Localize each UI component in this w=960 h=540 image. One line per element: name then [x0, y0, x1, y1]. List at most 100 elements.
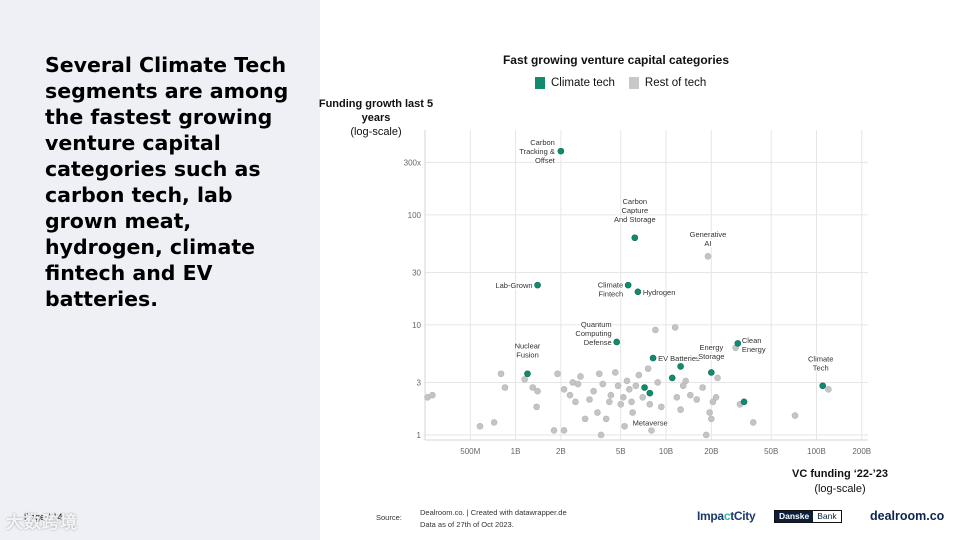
- point-label: Offset: [535, 156, 556, 165]
- y-tick-label: 1: [417, 431, 422, 440]
- rest-point: [791, 412, 799, 419]
- rest-point: [632, 382, 640, 390]
- rest-point: [550, 427, 558, 434]
- point-label: Clean: [742, 336, 762, 345]
- point-label: EV Batteries: [658, 354, 700, 363]
- point-label: Quantum: [581, 320, 612, 329]
- rest-point: [657, 403, 665, 411]
- point-label: Defense: [584, 338, 612, 347]
- source-text: Dealroom.co. | Created with datawrapper.…: [420, 507, 567, 531]
- chart-legend: Climate tech Rest of tech: [535, 77, 706, 89]
- source-label: Source:: [376, 513, 402, 522]
- point-label: Capture: [621, 206, 648, 215]
- x-axis-label-note: (log-scale): [814, 483, 866, 495]
- rest-point: [708, 415, 715, 423]
- point-label: Climate: [808, 354, 833, 363]
- point-label: Fusion: [516, 350, 539, 359]
- rest-point: [626, 386, 633, 393]
- danske-bank-logo: Danske Bank: [774, 510, 842, 523]
- impactcity-logo-a: Impa: [697, 509, 724, 523]
- rest-point: [646, 400, 654, 408]
- rest-point: [825, 386, 832, 393]
- headline: Several Climate Tech segments are among …: [45, 53, 289, 311]
- rest-point: [572, 398, 579, 406]
- x-tick-label: 5B: [616, 447, 626, 456]
- x-tick-label: 100B: [807, 447, 826, 456]
- climate-point: [631, 234, 639, 242]
- rest-point: [652, 326, 659, 334]
- left-panel: [0, 0, 320, 540]
- rest-point: [706, 409, 713, 416]
- y-tick-label: 300x: [404, 158, 421, 167]
- climate-point: [557, 147, 565, 155]
- rest-point: [617, 400, 625, 408]
- rest-point: [529, 384, 537, 391]
- rest-point: [429, 391, 436, 399]
- y-axis-label: Funding growth last 5 years (log-scale): [318, 97, 434, 139]
- rest-point: [560, 386, 568, 393]
- x-tick-label: 500M: [460, 447, 480, 456]
- point-label: Tracking &: [519, 147, 555, 156]
- rest-point: [533, 403, 540, 411]
- rest-point: [490, 419, 498, 426]
- legend-climate: Climate tech: [535, 77, 615, 89]
- point-label: Energy: [699, 343, 723, 352]
- rest-point: [614, 382, 622, 390]
- rest-points-layer: [424, 253, 832, 439]
- tick-layer: 500M 1B 2B 5B 10B 20B 50B 100B 200B 1 3 10 30 100 300x: [404, 158, 871, 456]
- point-label: Lab-Grown: [495, 281, 532, 290]
- point-label: Metaverse: [633, 419, 668, 428]
- legend-climate-label: Climate tech: [551, 77, 615, 89]
- climate-points-layer: [524, 147, 827, 406]
- climate-point: [677, 363, 684, 370]
- legend-climate-swatch: [535, 77, 545, 89]
- climate-point: [646, 389, 654, 397]
- rest-point: [671, 324, 679, 331]
- climate-point: [624, 281, 632, 289]
- impactcity-logo: ImpactCity: [697, 509, 756, 523]
- climate-point: [524, 370, 531, 378]
- y-tick-label: 10: [412, 321, 421, 330]
- rest-point: [702, 431, 710, 439]
- rest-point: [654, 379, 661, 386]
- rest-point: [623, 377, 631, 385]
- source-line-2: Data as of 27th of Oct 2023.: [420, 520, 514, 529]
- rest-point: [606, 398, 613, 406]
- point-label: Hydrogen: [643, 288, 676, 297]
- watermark: 大数跨境: [6, 513, 78, 533]
- climate-point: [668, 374, 676, 382]
- rest-point: [677, 406, 684, 413]
- rest-point: [693, 396, 701, 403]
- y-tick-label: 30: [412, 268, 421, 277]
- rest-point: [712, 393, 720, 401]
- rest-point: [602, 415, 610, 423]
- y-tick-label: 3: [417, 378, 422, 387]
- y-tick-label: 100: [408, 211, 422, 220]
- rest-point: [699, 384, 706, 391]
- rest-point: [709, 398, 717, 406]
- point-label: AI: [704, 239, 711, 248]
- rest-point: [560, 427, 568, 434]
- rest-point: [628, 398, 635, 406]
- point-label: And Storage: [614, 215, 656, 224]
- legend-rest-swatch: [628, 77, 639, 89]
- point-label: Generative: [690, 230, 727, 239]
- rest-point: [577, 373, 584, 380]
- rest-point: [566, 391, 574, 399]
- climate-point: [734, 340, 742, 347]
- rest-point: [521, 376, 529, 383]
- legend-rest: Rest of tech: [628, 77, 706, 89]
- rest-point: [554, 370, 561, 378]
- x-tick-label: 10B: [659, 447, 673, 456]
- climate-point: [740, 398, 748, 406]
- point-label: Computing: [575, 329, 611, 338]
- x-tick-label: 2B: [556, 447, 566, 456]
- rest-point: [620, 393, 627, 401]
- x-axis-label-bold: VC funding ‘22-’23: [792, 468, 888, 480]
- rest-point: [594, 409, 601, 416]
- rest-point: [590, 387, 597, 395]
- rest-point: [597, 431, 605, 439]
- climate-point: [641, 384, 648, 391]
